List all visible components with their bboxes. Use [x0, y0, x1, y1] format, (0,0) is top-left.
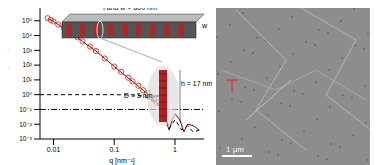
svg-text:10⁻²: 10⁻²: [19, 121, 33, 128]
svg-text:1: 1: [173, 146, 177, 153]
svg-text:1 μm: 1 μm: [226, 145, 244, 154]
svg-text:h = 17 nm: h = 17 nm: [181, 80, 212, 87]
svg-text:w: w: [201, 22, 208, 29]
svg-text:0.01: 0.01: [47, 146, 61, 153]
svg-text:10⁶: 10⁶: [22, 8, 32, 9]
svg-text:10²: 10²: [23, 61, 33, 68]
svg-text:10⁵: 10⁵: [22, 17, 32, 24]
svg-text:l and w > 800 nm: l and w > 800 nm: [103, 8, 157, 11]
svg-text:q [nm⁻¹]: q [nm⁻¹]: [109, 157, 135, 165]
svg-text:D = 5 nm: D = 5 nm: [124, 92, 153, 99]
svg-text:10⁴: 10⁴: [22, 32, 32, 39]
svg-text:10¹: 10¹: [23, 76, 33, 83]
svg-text:10³: 10³: [23, 47, 33, 54]
svg-text:I [cm⁻¹]: I [cm⁻¹]: [8, 49, 9, 72]
svg-text:10⁰: 10⁰: [22, 91, 32, 98]
svg-text:10⁻¹: 10⁻¹: [19, 106, 33, 113]
svg-text:10⁻³: 10⁻³: [19, 135, 33, 142]
svg-text:0.1: 0.1: [109, 146, 119, 153]
